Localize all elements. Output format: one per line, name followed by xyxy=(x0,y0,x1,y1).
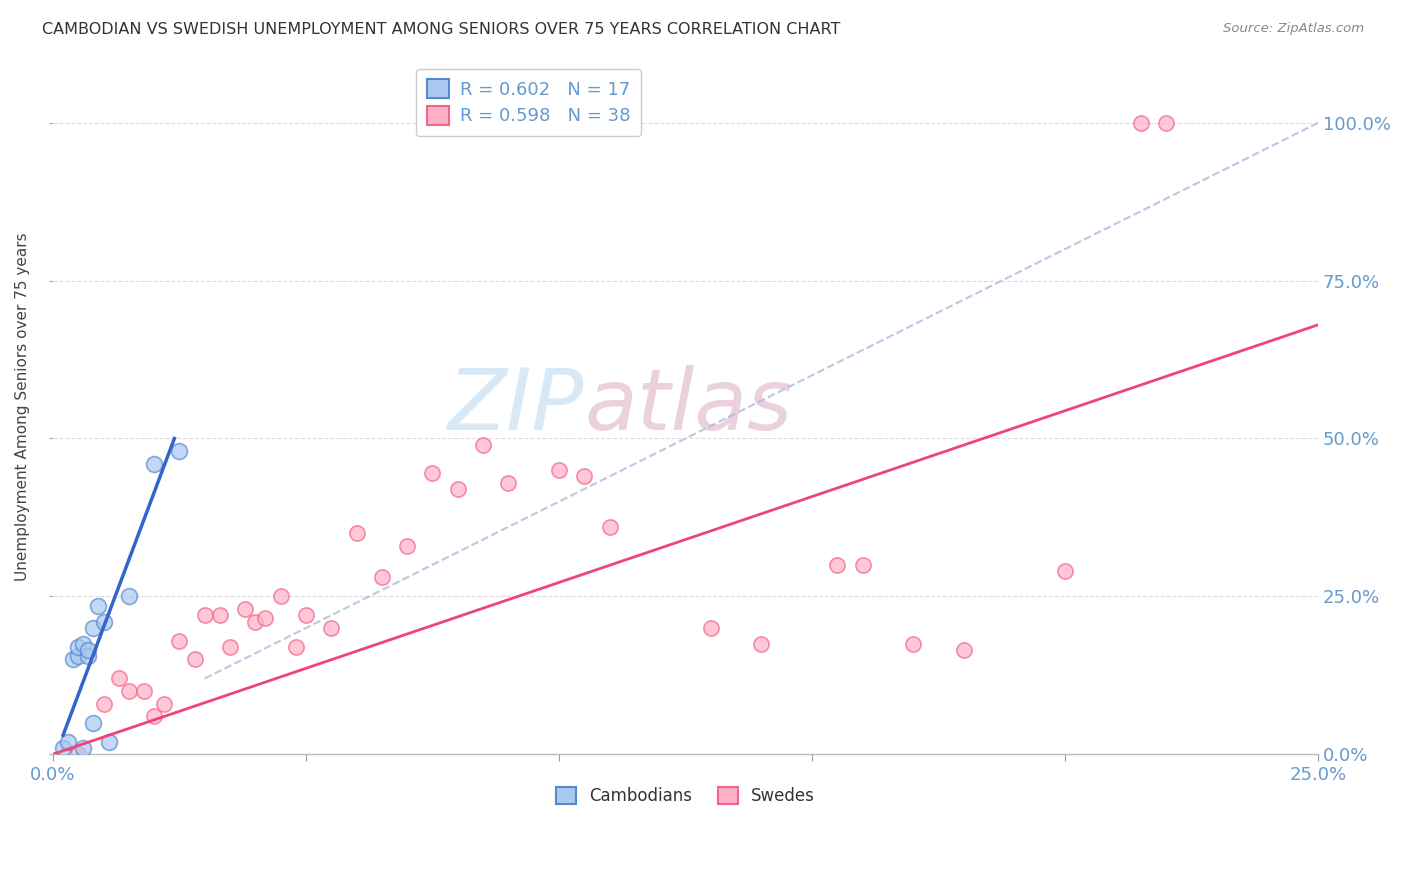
Point xyxy=(346,526,368,541)
Point xyxy=(52,740,75,755)
Point xyxy=(219,640,242,654)
Point xyxy=(498,475,520,490)
Point xyxy=(422,467,444,481)
Point xyxy=(1054,564,1077,578)
Point xyxy=(270,590,292,604)
Point xyxy=(97,734,120,748)
Point xyxy=(169,633,191,648)
Point xyxy=(183,652,205,666)
Text: atlas: atlas xyxy=(585,366,793,449)
Point xyxy=(852,558,875,572)
Point xyxy=(371,570,394,584)
Point xyxy=(321,621,343,635)
Legend: Cambodians, Swedes: Cambodians, Swedes xyxy=(547,777,825,815)
Point xyxy=(903,637,925,651)
Point xyxy=(574,469,596,483)
Point xyxy=(77,649,100,664)
Point xyxy=(284,640,307,654)
Point xyxy=(72,740,94,755)
Point xyxy=(548,463,571,477)
Point xyxy=(245,615,267,629)
Point xyxy=(295,608,318,623)
Point xyxy=(194,608,217,623)
Text: ZIP: ZIP xyxy=(449,366,585,449)
Point xyxy=(472,438,495,452)
Point xyxy=(599,520,621,534)
Point xyxy=(208,608,231,623)
Point xyxy=(67,649,90,664)
Point xyxy=(93,615,115,629)
Point xyxy=(143,457,166,471)
Point xyxy=(62,652,84,666)
Point xyxy=(953,643,976,657)
Point xyxy=(396,539,419,553)
Point xyxy=(82,621,104,635)
Point xyxy=(169,444,191,458)
Point xyxy=(132,684,155,698)
Y-axis label: Unemployment Among Seniors over 75 years: Unemployment Among Seniors over 75 years xyxy=(15,233,30,582)
Point xyxy=(447,482,470,496)
Text: CAMBODIAN VS SWEDISH UNEMPLOYMENT AMONG SENIORS OVER 75 YEARS CORRELATION CHART: CAMBODIAN VS SWEDISH UNEMPLOYMENT AMONG … xyxy=(42,22,841,37)
Point xyxy=(700,621,723,635)
Text: Source: ZipAtlas.com: Source: ZipAtlas.com xyxy=(1223,22,1364,36)
Point xyxy=(67,640,90,654)
Point xyxy=(751,637,773,651)
Point xyxy=(1130,116,1153,130)
Point xyxy=(827,558,849,572)
Point xyxy=(72,637,94,651)
Point xyxy=(254,611,277,625)
Point xyxy=(118,590,141,604)
Point xyxy=(153,697,176,711)
Point xyxy=(118,684,141,698)
Point xyxy=(82,715,104,730)
Point xyxy=(56,734,79,748)
Point xyxy=(93,697,115,711)
Point xyxy=(1156,116,1178,130)
Point xyxy=(77,643,100,657)
Point xyxy=(67,747,90,762)
Point xyxy=(107,672,129,686)
Point xyxy=(233,602,256,616)
Point xyxy=(87,599,110,613)
Point xyxy=(143,709,166,723)
